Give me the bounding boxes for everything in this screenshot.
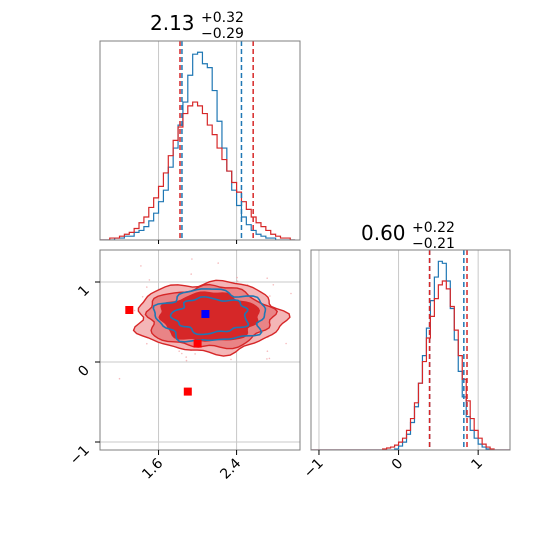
- x-tick-label-p2: 0: [389, 456, 407, 474]
- title-p1: 2.13 +0.32 −0.29: [150, 10, 244, 42]
- hist-p2-plot-area: [311, 250, 510, 450]
- y-tick-label-p2: 0: [75, 363, 93, 381]
- sample-dot: [290, 292, 292, 295]
- marker-red-1: [193, 339, 202, 348]
- title-p2-minus: −0.21: [412, 236, 455, 252]
- title-p2-median: 0.60: [361, 221, 406, 245]
- sample-dot: [178, 350, 180, 353]
- x-tick-label-p1: 1.6: [139, 455, 166, 482]
- plot-layer: 1.6 2.4 −1 0 1 −1 0 1: [67, 40, 511, 483]
- sample-dot: [285, 342, 287, 345]
- marker-blue-3: [201, 310, 210, 318]
- title-p1-median: 2.13: [150, 11, 195, 35]
- sample-dot: [148, 279, 151, 281]
- hist-p1-histogram-red: [100, 101, 296, 240]
- sample-dot: [185, 359, 188, 362]
- sample-dot: [266, 350, 269, 353]
- sample-dot: [185, 356, 187, 358]
- marker-red-0: [125, 306, 134, 314]
- title-p2: 0.60 +0.22 −0.21: [361, 220, 455, 252]
- title-p1-minus: −0.29: [201, 26, 244, 42]
- blue-contour-inner: [169, 295, 250, 336]
- sample-dot: [140, 265, 142, 267]
- x-tick-label-p1: 2.4: [217, 455, 244, 482]
- y-tick-label-p2: −1: [67, 443, 93, 469]
- y-tick-label-p2: 1: [75, 283, 93, 301]
- title-p2-plus: +0.22: [412, 220, 455, 236]
- hist-p1-histogram-blue: [100, 51, 296, 240]
- hist-p1-panel: [100, 41, 296, 240]
- sample-dot: [191, 258, 193, 260]
- sample-dot: [190, 273, 192, 275]
- x-tick-label-p2: 1: [468, 456, 486, 474]
- hist-p2-histogram-red: [311, 280, 510, 450]
- sample-dot: [141, 296, 144, 298]
- sample-dot: [236, 276, 238, 279]
- hist-p1-plot-area: [100, 41, 296, 240]
- sample-dot: [217, 262, 219, 264]
- sample-dot: [146, 286, 148, 288]
- sample-dot: [266, 277, 269, 280]
- sample-dot: [181, 352, 183, 355]
- sample-dot: [133, 309, 136, 312]
- sample-dot: [269, 295, 271, 297]
- sample-dot: [338, 310, 340, 312]
- sample-dot: [146, 342, 148, 345]
- sample-dot: [118, 377, 121, 380]
- sample-dot: [230, 358, 232, 361]
- blue-contour-outer: [152, 288, 267, 343]
- hist-p2-panel: [311, 250, 510, 450]
- sample-dot: [266, 358, 268, 360]
- sample-dot: [272, 284, 275, 286]
- sample-dot: [268, 357, 271, 360]
- sample-dot: [194, 353, 196, 355]
- scatter-p1-p2-plot-area: [100, 250, 340, 450]
- scatter-p1-p2-frame: [99, 249, 301, 451]
- hist-p1-frame: [99, 40, 301, 241]
- marker-red-2: [183, 387, 192, 396]
- sample-dot: [236, 280, 239, 283]
- title-p1-plus: +0.32: [201, 10, 244, 26]
- x-tick-label-p2: −1: [301, 456, 327, 482]
- scatter-p1-p2-panel: [100, 250, 340, 450]
- hist-p2-frame: [310, 249, 511, 451]
